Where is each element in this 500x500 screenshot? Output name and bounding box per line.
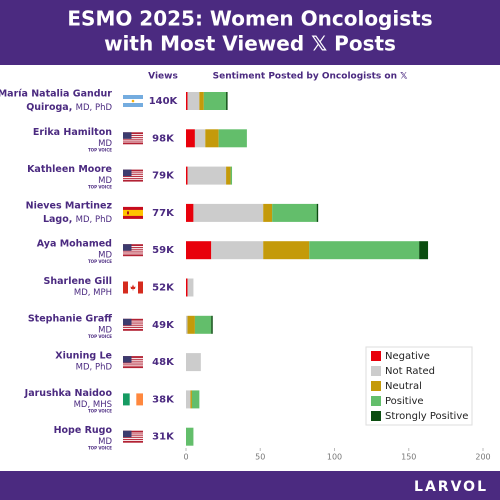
doctor-name: Stephanie Graff [28,313,112,324]
legend-label: Negative [385,351,430,362]
doctor-credentials: MD [98,325,112,335]
doctor-name: Lago, MD, PhD [43,213,113,224]
views: 59K [152,245,175,256]
doctor-credentials: MD, MPH [74,288,112,298]
bar-segment [218,129,247,148]
bar-segment [191,390,200,409]
brand: LARVOL [414,479,488,495]
bar-segment [203,92,227,110]
doctor-name: Lago, [43,213,72,224]
bar-segment [186,92,188,110]
bar-segment [199,92,204,110]
views: 98K [152,133,175,144]
legend-swatch [371,351,381,361]
legend-label: Not Rated [385,366,435,377]
flags [123,95,143,443]
doctor-credentials: MD [98,139,112,149]
legend-label: Neutral [385,381,422,392]
views: 140K [149,96,179,107]
bar-segment [190,390,192,409]
views: 31K [152,432,175,443]
views: 77K [152,208,175,219]
bar-segment [186,203,194,222]
doctor-name: Aya Mohamed [37,239,112,250]
bar-segment [186,129,195,148]
views: 52K [152,283,175,294]
views: 38K [152,394,175,405]
title-line: with Most Viewed 𝕏 Posts [104,32,396,56]
legend-box [365,346,473,426]
top-voice: TOP VOICE [88,185,112,190]
legend-swatch [371,366,381,376]
top-voice: TOP VOICE [88,446,112,451]
legend-swatch [371,411,381,421]
legend-label: Strongly Positive [385,411,468,422]
doctor-name: Hope Rugo [54,425,113,436]
legend-swatch [371,381,381,391]
doctor-name: Quiroga, [26,102,72,113]
doctor-name: Kathleen Moore [27,164,112,175]
bar-segment [419,241,429,260]
views: 79K [152,171,175,182]
top-voice: TOP VOICE [88,259,112,264]
doctor-credentials: MD, MHS [74,400,112,410]
top-voice: TOP VOICE [88,408,112,413]
bar-segment [186,278,188,297]
doctor-name: Xiuning Le [55,351,112,362]
bar-segment [226,92,228,110]
top-voice: TOP VOICE [88,147,112,152]
bar-segment [187,92,200,110]
bar-segment [186,427,194,446]
x-tick-label: 100 [327,453,342,462]
footer-band [0,471,500,500]
bar-segment [186,390,191,409]
legend-swatch [371,396,381,406]
bar-segment [211,315,213,334]
views: 49K [152,320,175,331]
views-header: Views [148,72,178,82]
bar-segment [263,203,273,222]
doctor-credentials: MD, PhD [76,214,113,224]
bar-segment [193,203,264,222]
bar-segment [316,203,319,222]
bar-segment [309,241,420,260]
x-tick-label: 50 [255,453,265,462]
doctor-credentials: MD [98,251,112,261]
doctor-name: María Natalia Gandur [0,89,112,100]
x-tick-label: 0 [183,453,188,462]
doctor-credentials: MD, PhD [76,363,113,373]
bar-segment [211,241,264,260]
doctor-name: Erika Hamilton [33,127,112,138]
bar-segment [187,315,195,334]
doctor-credentials: MD, PhD [76,103,113,113]
bar-segment [186,241,212,260]
doctor-credentials: MD [98,437,112,447]
bar-segment [263,241,310,260]
sentiment-header: Sentiment Posted by Oncologists on 𝕏 [213,72,409,82]
doctor-name: Jarushka Naidoo [24,388,113,399]
bar-segment [272,203,317,222]
legend-label: Positive [385,396,424,407]
bar-segment [187,278,194,297]
views: 48K [152,357,175,368]
bar-segment [187,166,227,185]
doctor-name: Sharlene Gill [44,276,112,287]
x-tick-label: 150 [401,453,416,462]
doctor-name: Quiroga, MD, PhD [26,102,112,113]
top-voice: TOP VOICE [88,334,112,339]
bar-segment [230,166,233,185]
x-tick-label: 200 [475,453,490,462]
title-line: ESMO 2025: Women Oncologists [67,7,432,31]
bar-segment [194,315,212,334]
bar-segment [194,129,206,148]
doctor-credentials: MD [98,176,112,186]
bar-segment [205,129,219,148]
bar-segment [226,166,231,185]
bar-segment [186,353,201,372]
doctor-name: Nieves Martinez [26,200,113,211]
header-band [0,0,500,65]
bar-segment [186,315,188,334]
bar-segment [186,166,188,185]
